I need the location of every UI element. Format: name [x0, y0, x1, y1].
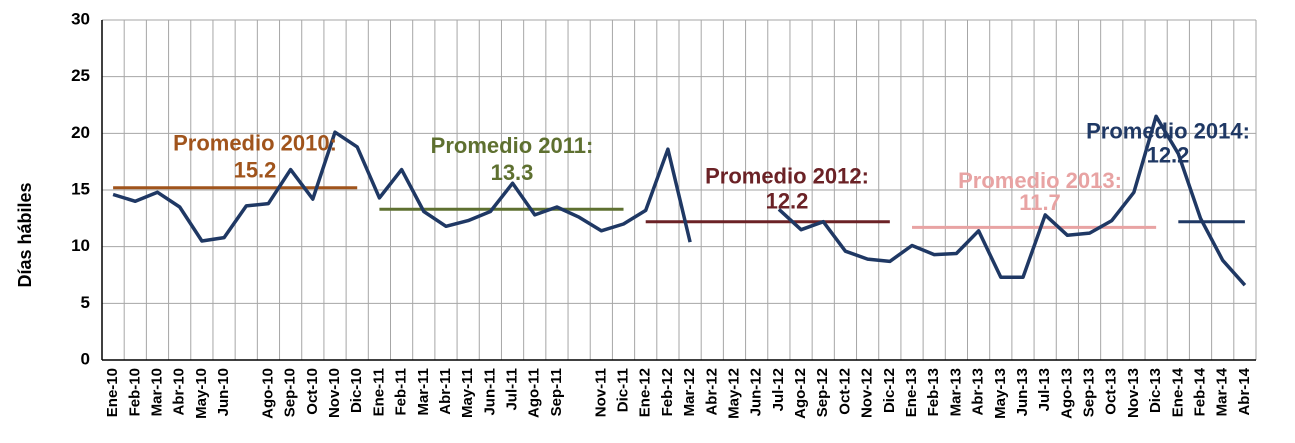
x-tick-label: Nov-12 [859, 368, 876, 418]
x-tick-label: Feb-13 [925, 368, 942, 416]
x-tick-label: Jul-11 [504, 368, 521, 411]
x-tick-label: May-12 [725, 368, 742, 419]
x-tick-label: May-10 [193, 368, 210, 419]
x-tick-label: Jun-13 [1014, 368, 1031, 416]
y-tick-label: 30 [71, 9, 90, 28]
x-tick-label: Jun-11 [481, 368, 498, 416]
average-label: Promedio 2010: [173, 131, 337, 156]
x-tick-label: Mar-13 [947, 368, 964, 416]
y-tick-label: 5 [81, 293, 90, 312]
y-axis-label: Días hábiles [15, 182, 35, 287]
x-tick-label: Jul-12 [770, 368, 787, 411]
x-tick-label: Oct-10 [304, 368, 321, 415]
x-tick-label: Ene-10 [104, 368, 121, 417]
average-value: 13.3 [491, 160, 534, 185]
x-tick-label: Feb-11 [393, 368, 410, 416]
x-tick-label: Dic-13 [1147, 368, 1164, 413]
x-tick-label: Sep-13 [1081, 368, 1098, 417]
x-tick-label: Jun-12 [748, 368, 765, 416]
average-label: Promedio 2014: [1086, 119, 1250, 144]
x-tick-label: May-13 [992, 368, 1009, 419]
x-tick-label: Abr-11 [437, 368, 454, 415]
x-tick-label: Ago-12 [792, 368, 809, 419]
x-tick-label: Abr-12 [703, 368, 720, 416]
x-tick-label: Dic-10 [348, 368, 365, 413]
x-tick-label: Feb-10 [126, 368, 143, 416]
x-tick-label: Feb-12 [659, 368, 676, 416]
y-tick-label: 0 [81, 349, 90, 368]
x-tick-label: Dic-12 [881, 368, 898, 413]
x-tick-label: Feb-14 [1191, 367, 1208, 416]
x-tick-label: Mar-12 [681, 368, 698, 416]
average-label: Promedio 2011: [431, 133, 594, 158]
x-tick-label: Sep-11 [548, 368, 565, 416]
x-tick-label: Abr-13 [970, 368, 987, 416]
y-tick-label: 10 [71, 236, 90, 255]
x-tick-label: Abr-10 [171, 368, 188, 416]
x-tick-label: Sep-10 [282, 368, 299, 417]
x-tick-label: Ene-11 [370, 368, 387, 416]
average-label: Promedio 2013: [958, 168, 1122, 193]
x-tick-label: Oct-13 [1103, 368, 1120, 415]
average-value: 15.2 [234, 158, 277, 183]
x-tick-label: Ene-13 [903, 368, 920, 417]
average-value: 12.2 [1147, 143, 1190, 168]
x-tick-label: Jul-13 [1036, 368, 1053, 411]
x-tick-label: Mar-10 [148, 368, 165, 416]
x-tick-label: Mar-11 [415, 368, 432, 416]
x-tick-label: May-11 [459, 368, 476, 418]
x-tick-label: Nov-13 [1125, 368, 1142, 418]
average-value: 11.7 [1019, 190, 1061, 215]
x-tick-label: Ago-13 [1058, 368, 1075, 419]
x-tick-label: Jun-10 [215, 368, 232, 416]
x-tick-label: Ene-14 [1169, 367, 1186, 417]
x-tick-label: Abr-14 [1236, 367, 1253, 415]
x-tick-label: Ago-11 [526, 368, 543, 418]
data-line [112, 114, 1247, 287]
y-tick-label: 20 [71, 123, 90, 142]
x-tick-label: Dic-11 [614, 368, 631, 412]
x-tick-label: Mar-14 [1214, 367, 1231, 416]
x-tick-label: Nov-11 [592, 368, 609, 417]
y-tick-label: 15 [71, 179, 90, 198]
x-tick-label: Oct-12 [836, 368, 853, 415]
x-tick-label: Ago-10 [259, 368, 276, 419]
y-tick-label: 25 [71, 66, 90, 85]
x-tick-label: Sep-12 [814, 368, 831, 417]
average-value: 12.2 [766, 189, 809, 214]
x-tick-label: Ene-12 [637, 368, 654, 417]
x-tick-label: Nov-10 [326, 368, 343, 418]
average-label: Promedio 2012: [705, 164, 869, 189]
